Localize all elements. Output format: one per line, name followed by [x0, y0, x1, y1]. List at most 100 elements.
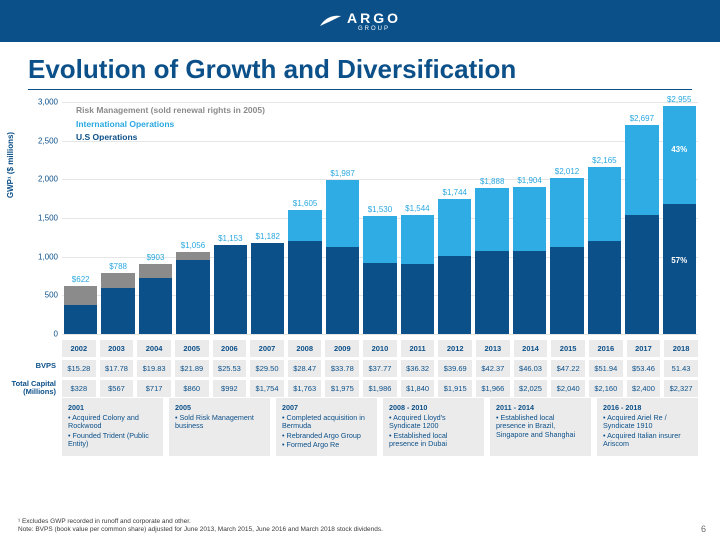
milestone-item: Formed Argo Re	[282, 441, 371, 449]
cap-cell: $1,763	[288, 380, 322, 397]
bvps-cell: $19.83	[137, 360, 171, 377]
bvps-cell: $46.03	[514, 360, 548, 377]
bar-2007: $1,182	[251, 243, 284, 334]
cap-cell: $860	[175, 380, 209, 397]
milestone-year: 2008 - 2010	[389, 403, 478, 412]
milestone-item: Acquired Italian insurer Ariscom	[603, 432, 692, 449]
bar-2003: $788	[101, 273, 134, 334]
milestone-box: 2016 - 2018Acquired Ariel Re / Syndicate…	[597, 398, 698, 456]
bvps-cell: 51.43	[664, 360, 698, 377]
cap-cell: $2,160	[589, 380, 623, 397]
page-number: 6	[701, 524, 706, 534]
bar-total-2006: $1,153	[214, 234, 247, 243]
bar-2009: $1,987	[326, 180, 359, 334]
milestone-box: 2008 - 2010 Acquired Lloyd's Syndicate 12…	[383, 398, 484, 456]
milestone-box: 2001 Acquired Colony and RockwoodFounded …	[62, 398, 163, 456]
y-axis-label: GWP¹ ($ millions)	[6, 132, 15, 198]
bar-total-2013: $1,888	[475, 177, 508, 186]
bvps-cell: $36.32	[401, 360, 435, 377]
bvps-cell: $28.47	[288, 360, 322, 377]
bvps-label: BVPS	[6, 362, 56, 370]
year-cell: 2014	[514, 340, 548, 357]
year-cell: 2013	[476, 340, 510, 357]
cap-cell: $328	[62, 380, 96, 397]
year-cell: 2002	[62, 340, 96, 357]
bar-2015: $2,012	[550, 178, 583, 334]
footnotes: ¹ Excludes GWP recorded in runoff and co…	[18, 518, 383, 534]
year-cell: 2018	[664, 340, 698, 357]
cap-cell: $1,915	[438, 380, 472, 397]
milestone-box: 2007 Completed acquisition in BermudaRebr…	[276, 398, 377, 456]
milestone-item: Acquired Ariel Re / Syndicate 1910	[603, 414, 692, 431]
bar-2016: $2,165	[588, 167, 621, 334]
bar-total-2002: $622	[64, 275, 97, 284]
year-cell: 2017	[627, 340, 661, 357]
brand-header: ARGO GROUP	[0, 0, 720, 42]
bvps-cell: $53.46	[627, 360, 661, 377]
milestones: 2001 Acquired Colony and RockwoodFounded …	[62, 398, 698, 456]
milestone-item: Acquired Colony and Rockwood	[68, 414, 157, 431]
bar-2014: $1,904	[513, 187, 546, 334]
bvps-cell: $21.89	[175, 360, 209, 377]
year-cell: 2003	[100, 340, 134, 357]
milestone-box: 2011 - 2014Established local presence in…	[490, 398, 591, 456]
cap-cell: $992	[213, 380, 247, 397]
cap-cell: $1,754	[250, 380, 284, 397]
brand-sub: GROUP	[347, 26, 401, 32]
year-cell: 2004	[137, 340, 171, 357]
bar-total-2012: $1,744	[438, 188, 471, 197]
bar-total-2014: $1,904	[513, 176, 546, 185]
bar-total-2008: $1,605	[288, 199, 321, 208]
argo-wing-icon	[319, 14, 341, 28]
bar-2010: $1,530	[363, 216, 396, 334]
bar-2004: $903	[139, 264, 172, 334]
bar-2002: $622	[64, 286, 97, 334]
milestone-year: 2001	[68, 403, 157, 412]
cap-cell: $2,040	[551, 380, 585, 397]
bvps-cell: $17.78	[100, 360, 134, 377]
bvps-cell: $51.94	[589, 360, 623, 377]
bar-2008: $1,605	[288, 210, 321, 334]
bvps-cell: $47.22	[551, 360, 585, 377]
gwp-chart: GWP¹ ($ millions) Risk Management (sold …	[34, 102, 698, 334]
bar-total-2004: $903	[139, 253, 172, 262]
footnote-2: Note: BVPS (book value per common share)…	[18, 526, 383, 534]
bvps-cell: $15.28	[62, 360, 96, 377]
cap-cell: $717	[137, 380, 171, 397]
data-tables: 2002200320042005200620072008200920102011…	[62, 340, 698, 397]
bar-total-2015: $2,012	[550, 167, 583, 176]
bar-total-2005: $1,056	[176, 241, 209, 250]
bar-total-2003: $788	[101, 262, 134, 271]
cap-cell: $567	[100, 380, 134, 397]
cap-cell: $2,400	[627, 380, 661, 397]
milestone-item: Founded Trident (Public Entity)	[68, 432, 157, 449]
cap-cell: $2,025	[514, 380, 548, 397]
chart-bars: $622$788$903$1,056$1,153$1,182$1,605$1,9…	[62, 102, 698, 334]
brand-text: ARGO GROUP	[347, 11, 401, 32]
cap-cell: $2,327	[664, 380, 698, 397]
bar-total-2017: $2,697	[625, 114, 658, 123]
milestone-item: Rebranded Argo Group	[282, 432, 371, 440]
year-cell: 2010	[363, 340, 397, 357]
bar-2017: $2,697	[625, 125, 658, 334]
milestone-item: Completed acquisition in Bermuda	[282, 414, 371, 431]
bar-total-2018: $2,955	[663, 95, 696, 104]
bar-total-2010: $1,530	[363, 205, 396, 214]
milestone-box: 2005Sold Risk Management business	[169, 398, 270, 456]
bar-2006: $1,153	[214, 245, 247, 334]
year-cell: 2008	[288, 340, 322, 357]
footnote-1: ¹ Excludes GWP recorded in runoff and co…	[18, 518, 383, 526]
title-rule	[28, 89, 692, 90]
year-cell: 2015	[551, 340, 585, 357]
bvps-cell: $33.78	[325, 360, 359, 377]
bar-2018: $2,95543%57%	[663, 106, 696, 335]
milestone-year: 2007	[282, 403, 371, 412]
bar-total-2009: $1,987	[326, 169, 359, 178]
bar-total-2007: $1,182	[251, 232, 284, 241]
bar-2012: $1,744	[438, 199, 471, 334]
bvps-cell: $42.37	[476, 360, 510, 377]
year-cell: 2012	[438, 340, 472, 357]
bar-2005: $1,056	[176, 252, 209, 334]
row-cap: Total Capital (Millions) $328$567$717$86…	[62, 380, 698, 397]
milestone-item: Acquired Lloyd's Syndicate 1200	[389, 414, 478, 431]
